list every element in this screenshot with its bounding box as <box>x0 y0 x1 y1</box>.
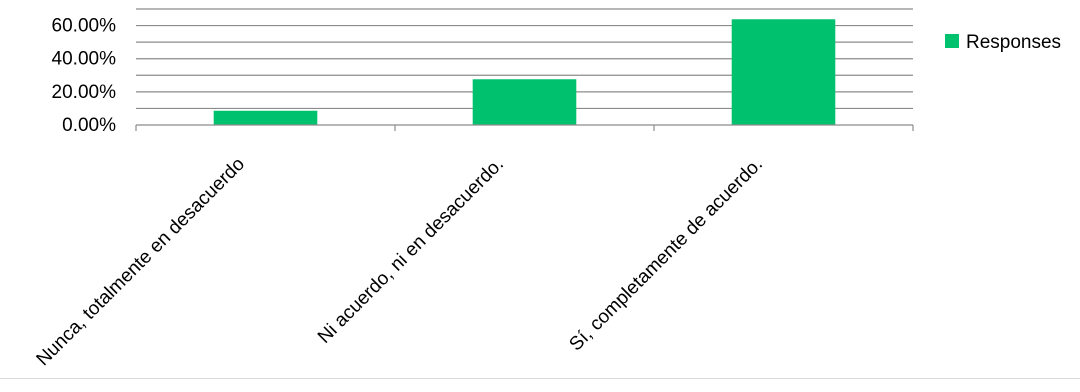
bar <box>213 110 318 125</box>
bar <box>731 19 836 126</box>
x-axis-labels: Nunca, totalmente en desacuerdo Ni acuerd… <box>33 154 768 371</box>
y-tick-label: 40.00% <box>52 49 117 70</box>
y-tick-label: 60.00% <box>52 16 117 37</box>
x-axis <box>135 124 914 131</box>
x-tick-label: Nunca, totalmente en desacuerdo <box>33 154 250 371</box>
gridlines <box>136 8 913 110</box>
y-tick-label: 20.00% <box>52 82 117 103</box>
x-tick-label: Ni acuerdo, ni en desacuerdo. <box>314 154 508 348</box>
bars <box>213 19 836 126</box>
legend-swatch <box>945 34 959 48</box>
legend-label: Responses <box>966 32 1061 53</box>
legend: Responses <box>945 32 1061 53</box>
x-tick-label: Sí, completamente de acuerdo. <box>565 154 767 356</box>
y-axis-ticks: 0.00% 20.00% 40.00% 60.00% <box>52 16 117 136</box>
bar <box>472 79 577 125</box>
bottom-divider <box>0 378 1080 379</box>
y-tick-label: 0.00% <box>62 115 116 136</box>
